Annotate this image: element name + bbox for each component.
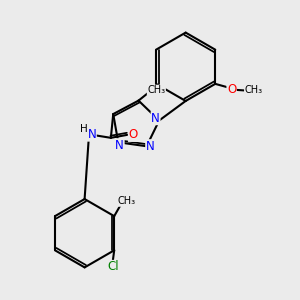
Text: O: O [128,128,138,141]
Text: N: N [151,112,160,124]
Text: Cl: Cl [107,260,118,274]
Text: CH₃: CH₃ [147,85,165,95]
Text: N: N [88,128,96,141]
Text: N: N [146,140,154,153]
Text: CH₃: CH₃ [118,196,136,206]
Text: H: H [80,124,87,134]
Text: CH₃: CH₃ [244,85,263,95]
Text: N: N [115,139,124,152]
Text: O: O [227,83,236,96]
